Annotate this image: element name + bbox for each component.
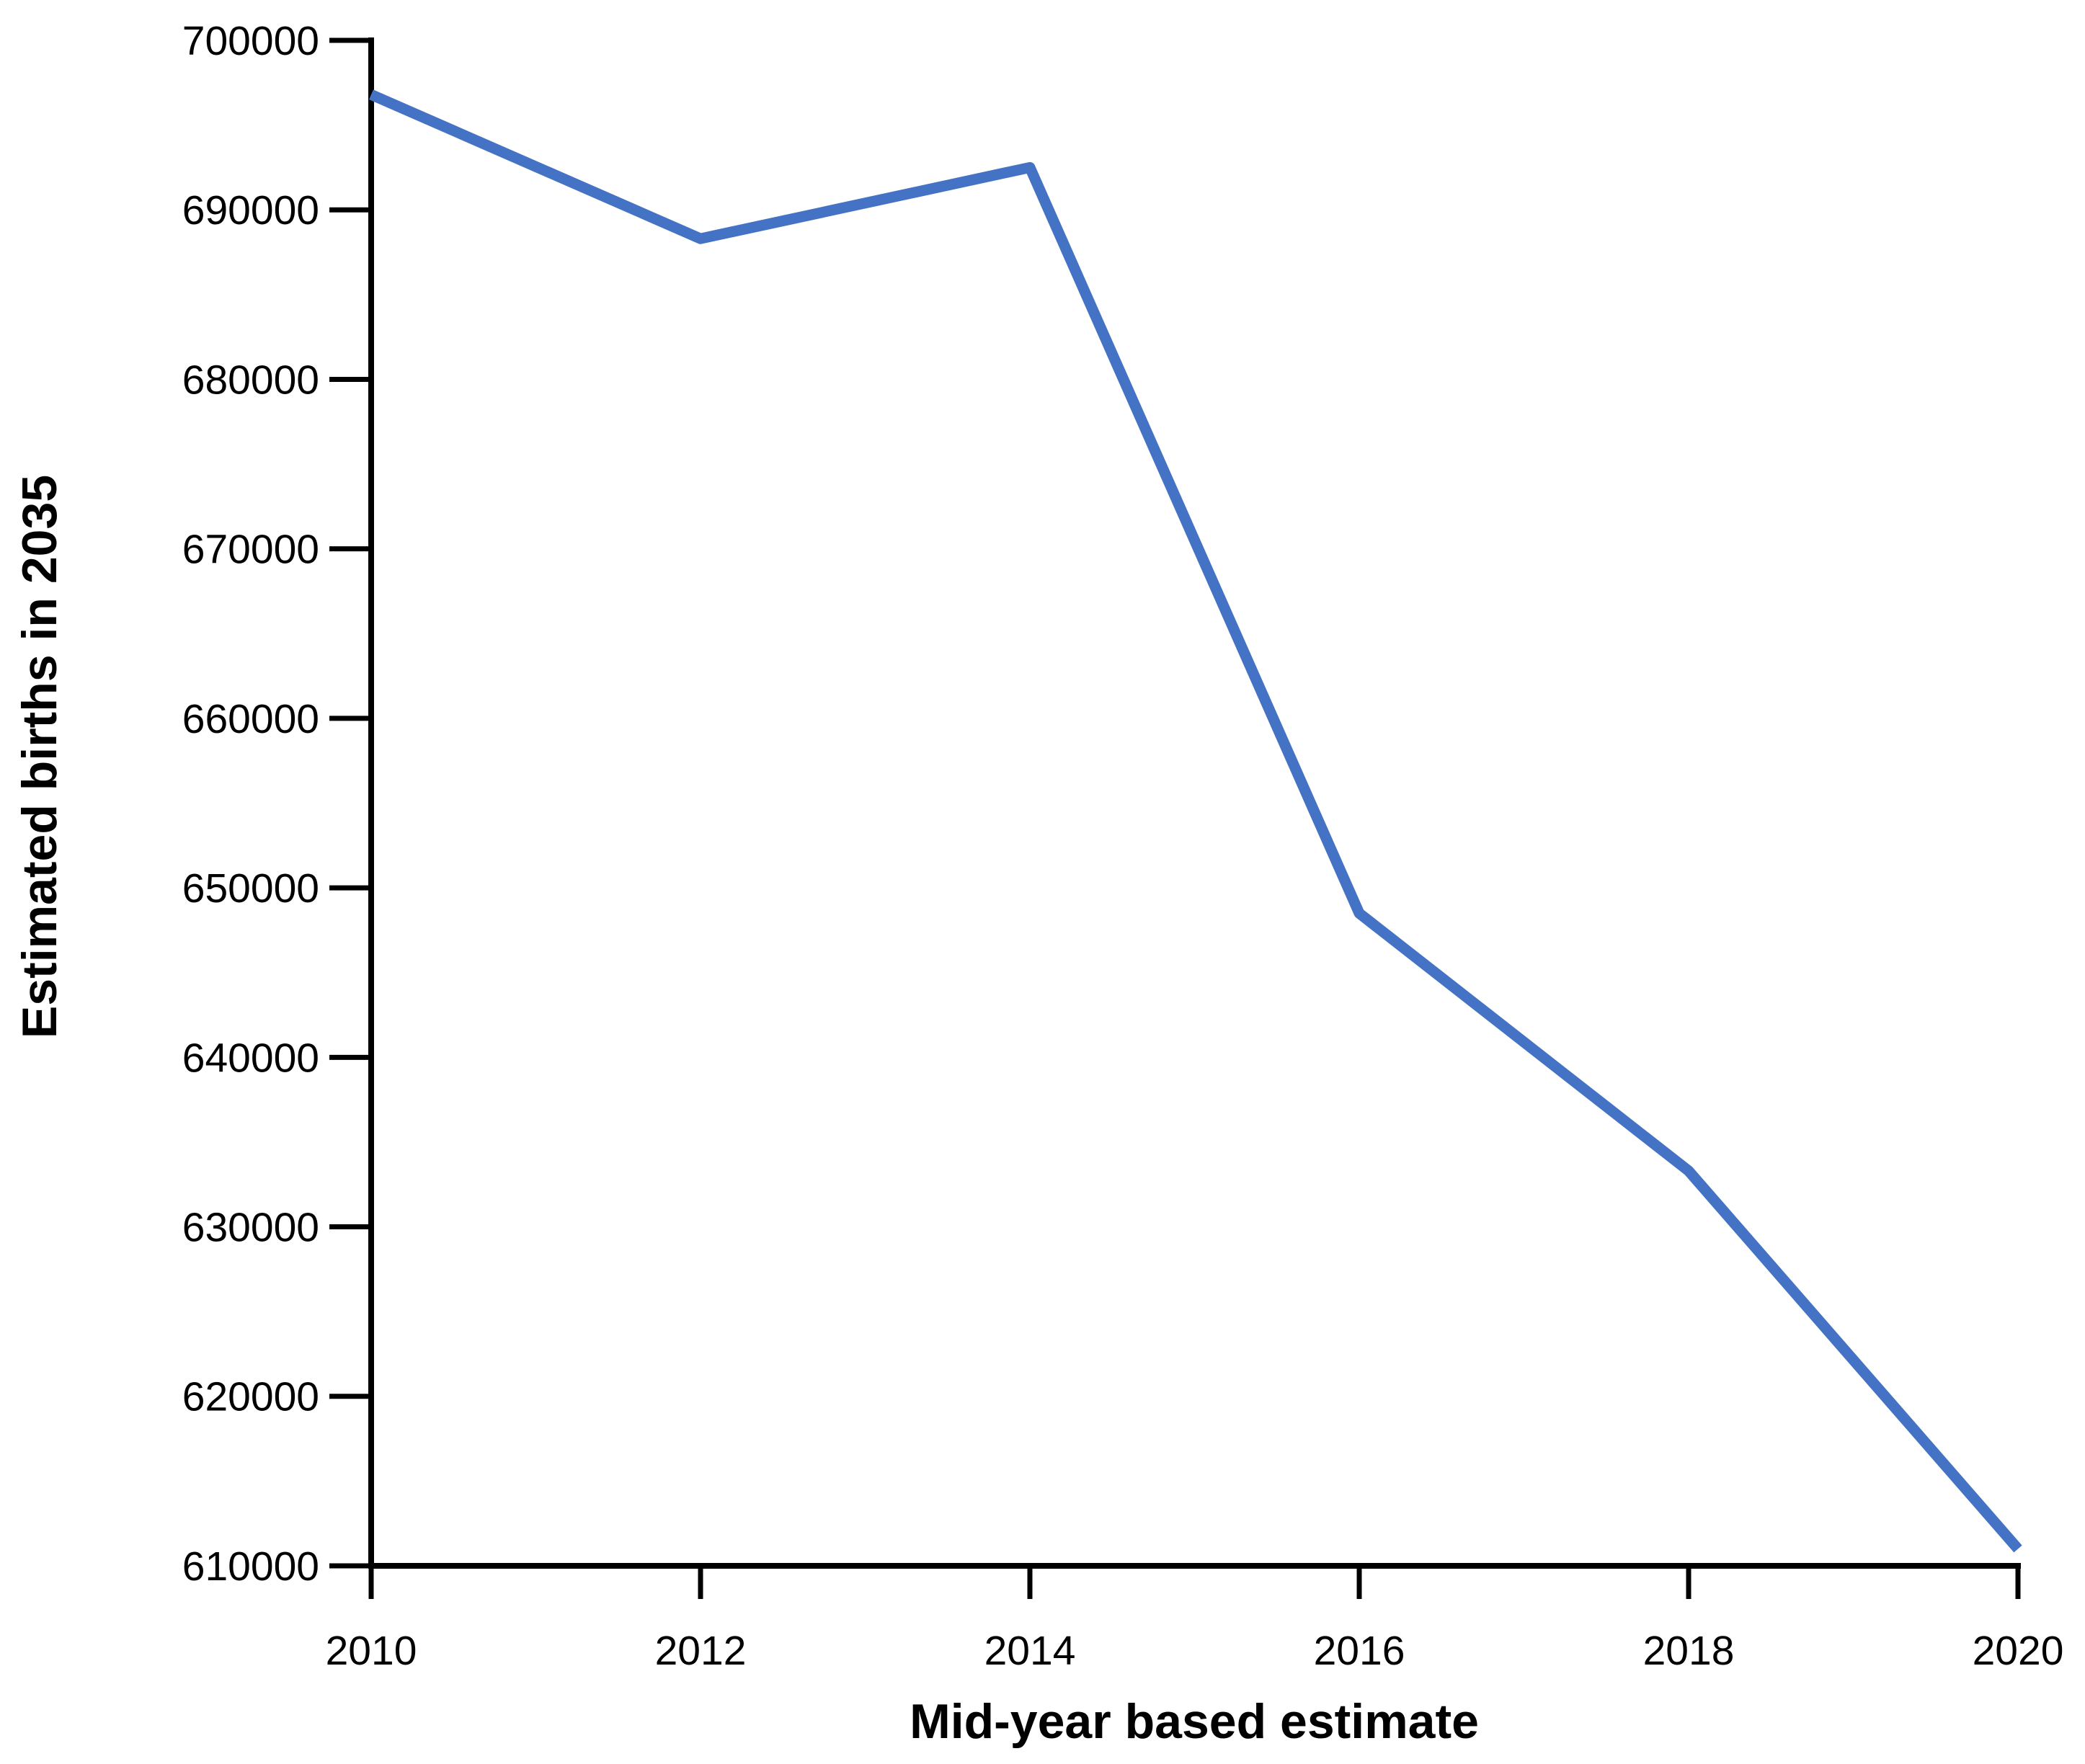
data-line — [368, 89, 2022, 1553]
y-tick-label: 680000 — [182, 357, 319, 403]
x-axis: 2010 2012 2014 2016 2018 2020 — [326, 1563, 2064, 1674]
x-tick-label: 2014 — [984, 1628, 1076, 1674]
y-tick-label: 650000 — [182, 865, 319, 912]
y-tick-label: 630000 — [182, 1205, 319, 1251]
y-tick-label: 620000 — [182, 1374, 319, 1420]
y-axis-title: Estimated births in 2035 — [12, 475, 67, 1038]
x-axis-title: Mid-year based estimate — [910, 1694, 1479, 1749]
x-tick-label: 2012 — [655, 1628, 747, 1674]
data-series — [368, 89, 2022, 1553]
x-tick-label: 2010 — [326, 1628, 417, 1674]
y-tick-label: 670000 — [182, 527, 319, 573]
y-tick-label: 690000 — [182, 187, 319, 233]
y-tick-label: 610000 — [182, 1544, 319, 1590]
y-tick-label: 640000 — [182, 1035, 319, 1081]
x-tick-label: 2020 — [1973, 1628, 2064, 1674]
x-tick-label: 2016 — [1314, 1628, 1405, 1674]
x-tick-label: 2018 — [1643, 1628, 1735, 1674]
y-axis: 700000 690000 680000 670000 660000 650000 6400… — [182, 18, 374, 1590]
y-tick-label: 660000 — [182, 696, 319, 742]
y-tick-label: 700000 — [182, 18, 319, 64]
